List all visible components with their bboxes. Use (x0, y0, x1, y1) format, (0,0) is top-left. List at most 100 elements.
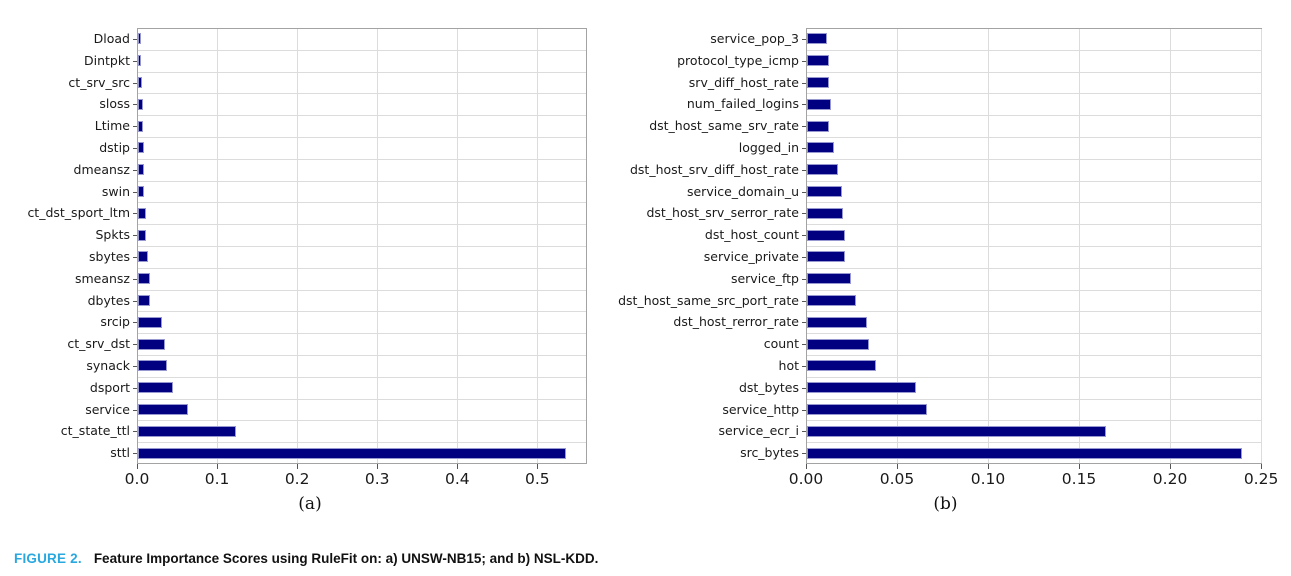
y-tick-mark (133, 409, 137, 411)
bar-service_ftp (807, 273, 851, 285)
y-tick-label: dst_host_srv_serror_rate (646, 205, 799, 221)
y-tick-mark (133, 431, 137, 433)
x-tick-label: 0.10 (970, 470, 1006, 488)
x-tick-label: 0.00 (788, 470, 824, 488)
x-tick-label: 0.4 (444, 470, 470, 488)
y-tick-mark (802, 191, 806, 193)
y-tick-mark (133, 387, 137, 389)
y-gridline (138, 311, 586, 313)
bar-dst_host_srv_diff_host_rate (807, 164, 838, 176)
x-tick-mark (217, 464, 219, 469)
y-tick-mark (802, 387, 806, 389)
y-tick-mark (802, 431, 806, 433)
y-tick-mark (133, 235, 137, 237)
y-tick-label: dst_host_same_src_port_rate (618, 292, 799, 308)
y-tick-label: service_ftp (730, 270, 799, 286)
x-tick-mark (988, 464, 990, 469)
y-tick-label: count (763, 336, 799, 352)
x-tick-label: 0.25 (1243, 470, 1279, 488)
y-tick-mark (133, 344, 137, 346)
y-tick-label: sttl (110, 445, 130, 461)
y-gridline (138, 355, 586, 356)
y-tick-label: dst_host_rerror_rate (673, 314, 799, 330)
bar-smeansz (138, 273, 150, 285)
bar-protocol_type_icmp (807, 55, 829, 67)
bar-service (138, 404, 189, 415)
y-gridline (138, 398, 586, 400)
y-tick-mark (802, 365, 806, 367)
y-tick-mark (802, 147, 806, 149)
bar-Dintpkt (138, 55, 142, 67)
y-gridline (807, 398, 1261, 400)
y-gridline (138, 442, 586, 444)
x-tick-mark (1079, 464, 1081, 469)
y-tick-label: logged_in (738, 139, 799, 155)
y-tick-mark (802, 104, 806, 106)
y-gridline (807, 137, 1261, 138)
bar-dst_host_rerror_rate (807, 316, 868, 328)
y-gridline (138, 267, 586, 269)
y-gridline (807, 224, 1261, 226)
figure-caption-text: Feature Importance Scores using RuleFit … (93, 551, 599, 566)
y-gridline (807, 93, 1261, 95)
y-gridline (138, 376, 586, 378)
y-gridline (807, 158, 1261, 160)
bar-Spkts (138, 229, 146, 241)
y-tick-label: hot (778, 357, 799, 373)
y-tick-mark (802, 235, 806, 237)
y-tick-label: src_bytes (740, 445, 799, 461)
y-tick-label: srv_diff_host_rate (688, 74, 799, 90)
y-tick-mark (133, 278, 137, 280)
figure-caption-label: FIGURE 2. (14, 551, 82, 566)
y-gridline (807, 333, 1261, 335)
y-tick-label: Dload (93, 30, 130, 46)
bar-ct_dst_sport_ltm (138, 207, 146, 219)
y-tick-mark (802, 256, 806, 258)
y-tick-mark (133, 82, 137, 84)
y-tick-label: dst_host_srv_diff_host_rate (629, 161, 799, 177)
y-gridline (138, 49, 586, 51)
bar-sloss (138, 98, 143, 110)
x-tick-mark (1170, 464, 1172, 469)
y-gridline (807, 420, 1261, 422)
y-tick-mark (133, 365, 137, 367)
x-gridline (1261, 29, 1263, 463)
bar-dst_host_count (807, 229, 846, 241)
x-tick-label: 0.5 (525, 470, 550, 488)
y-gridline (138, 333, 586, 335)
y-gridline (138, 115, 586, 117)
y-gridline (807, 180, 1261, 182)
y-gridline (807, 246, 1261, 247)
y-tick-label: srcip (100, 314, 130, 330)
y-tick-label: sbytes (89, 248, 130, 264)
y-gridline (807, 267, 1261, 269)
y-gridline (138, 289, 586, 291)
y-gridline (138, 158, 586, 160)
y-tick-mark (802, 344, 806, 346)
bar-swin (138, 186, 145, 197)
chart-nsl-kdd: (b) service_pop_3 protocol_type_icmp srv_d… (600, 0, 1291, 540)
bar-Dload (138, 33, 142, 45)
y-gridline (138, 246, 586, 247)
bar-ct_srv_dst (138, 338, 166, 350)
plot-area (806, 28, 1263, 464)
x-tick-mark (137, 464, 138, 469)
y-tick-mark (802, 322, 806, 324)
bar-service_domain_u (807, 186, 842, 197)
y-gridline (807, 202, 1261, 204)
bar-src_bytes (807, 447, 1243, 459)
bar-dst_host_srv_serror_rate (807, 207, 844, 219)
y-tick-mark (133, 256, 137, 258)
bar-logged_in (807, 142, 835, 154)
x-tick-label: 0.2 (284, 470, 310, 488)
y-tick-label: ct_state_ttl (60, 423, 130, 439)
x-tick-label: 0.15 (1061, 470, 1097, 488)
y-tick-mark (802, 38, 806, 40)
y-tick-mark (802, 409, 806, 411)
y-gridline (138, 71, 586, 73)
bar-dst_host_same_srv_rate (807, 120, 829, 132)
bar-ct_state_ttl (138, 425, 236, 437)
x-tick-mark (377, 464, 379, 469)
y-tick-mark (802, 82, 806, 84)
y-gridline (807, 289, 1261, 291)
